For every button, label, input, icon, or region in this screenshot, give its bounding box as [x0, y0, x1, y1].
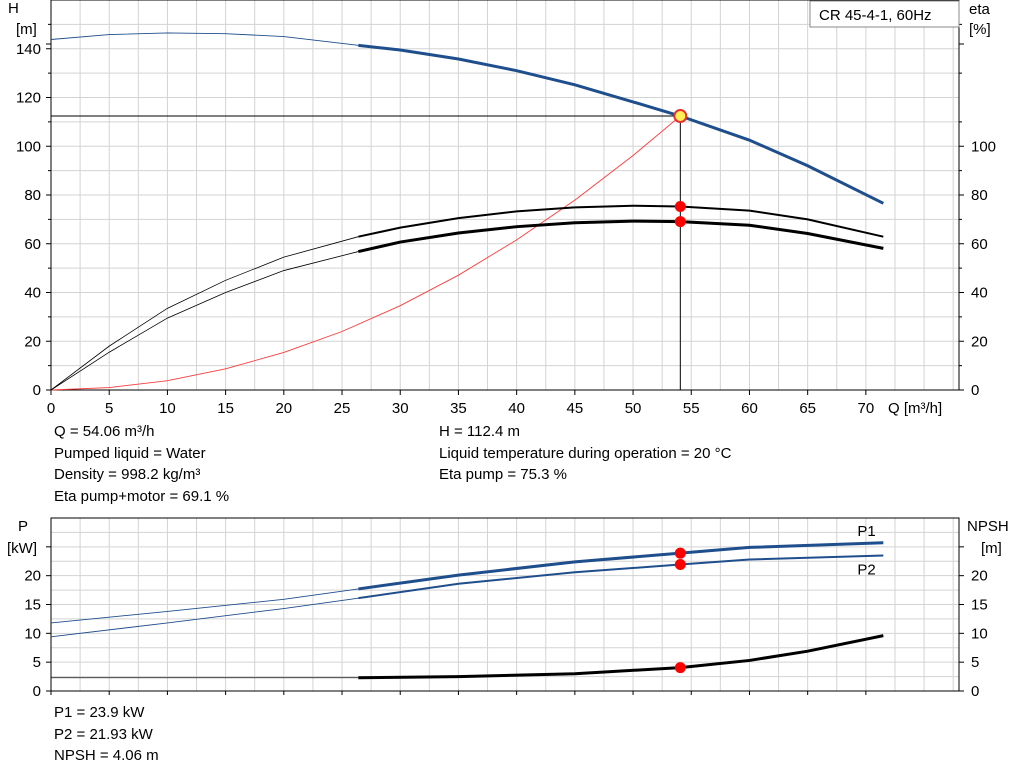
eta-pump-marker	[674, 200, 686, 212]
x-tick-label: 15	[217, 400, 234, 417]
y-tick-label-left: 20	[24, 568, 41, 585]
x-tick-label: 45	[567, 400, 584, 417]
y-tick-label-right: 60	[971, 236, 988, 253]
y-axis-label-right: eta	[969, 1, 991, 18]
y-tick-label-left: 140	[16, 41, 41, 58]
head-curve	[358, 43, 884, 205]
x-tick-label: 50	[625, 400, 642, 417]
y-axis-unit-left-bottom: [kW]	[7, 540, 37, 557]
system-curve	[50, 115, 681, 391]
info-density: Density = 998.2 kg/m³	[54, 466, 201, 483]
info-flow: Q = 54.06 m³/h	[54, 423, 155, 440]
p2-curve	[358, 554, 884, 600]
eta_pump-curve	[358, 204, 884, 238]
y-axis-label-left: H	[8, 0, 19, 17]
y-tick-label-right: 0	[971, 382, 979, 399]
info-p2: P2 = 21.93 kW	[54, 725, 153, 743]
series-label-p2: P2	[857, 561, 875, 578]
x-tick-label: 20	[275, 400, 292, 417]
y-axis-unit-left: [m]	[16, 21, 37, 38]
npsh-marker	[674, 662, 686, 674]
eta_total-curve	[357, 219, 884, 254]
p1-curve	[358, 541, 884, 591]
info-block-left: Q = 54.06 m³/h Pumped liquid = Water Den…	[54, 421, 229, 507]
info-eta-total: Eta pump+motor = 69.1 %	[54, 487, 230, 505]
y-tick-label-left: 40	[24, 285, 41, 302]
info-block-right: H = 112.4 m Liquid temperature during op…	[439, 421, 731, 486]
info-npsh: NPSH = 4.06 m	[54, 747, 159, 764]
x-tick-label: 5	[105, 400, 113, 417]
y-tick-label-right: 0	[971, 683, 979, 700]
y-tick-label-right: 80	[971, 187, 988, 204]
eta_total-curve-thin	[50, 251, 359, 391]
y-tick-label-right: 5	[971, 654, 979, 671]
info-pumped-liquid: Pumped liquid = Water	[54, 444, 206, 462]
x-tick-label: 60	[741, 400, 758, 417]
chart-title: CR 45-4-1, 60Hz	[819, 7, 932, 24]
info-p1: P1 = 23.9 kW	[54, 704, 145, 721]
y-tick-label-left: 120	[16, 90, 41, 107]
x-tick-label: 55	[683, 400, 700, 417]
x-tick-label: 10	[159, 400, 176, 417]
x-tick-label: 25	[334, 400, 351, 417]
p1-curve-thin	[50, 588, 359, 624]
y-tick-label-right: 40	[971, 285, 988, 302]
x-tick-label: 35	[450, 400, 467, 417]
y-tick-label-left: 15	[24, 597, 41, 614]
info-eta-pump: Eta pump = 75.3 %	[439, 466, 567, 483]
x-tick-label: 65	[799, 400, 816, 417]
info-block-bottom: P1 = 23.9 kW P2 = 21.93 kW NPSH = 4.06 m	[54, 702, 159, 767]
info-liquid-temperature: Liquid temperature during operation = 20…	[439, 444, 732, 462]
y-tick-label-left: 10	[24, 625, 41, 642]
y-tick-label-right: 15	[971, 597, 988, 614]
y-tick-label-left: 100	[16, 138, 41, 155]
info-head: H = 112.4 m	[439, 423, 521, 440]
y-tick-label-left: 0	[33, 382, 41, 399]
series-label-p1: P1	[857, 523, 875, 540]
y-tick-label-left: 80	[24, 187, 41, 204]
eta-total-marker	[674, 216, 686, 228]
head-curve-thin	[50, 32, 359, 46]
eta_pump-curve-thin	[50, 236, 359, 391]
x-tick-label: 40	[508, 400, 525, 417]
y-axis-label-left-bottom: P	[18, 518, 28, 535]
chart-title-box	[809, 0, 960, 28]
operating-point-marker	[673, 109, 688, 124]
p1-marker	[674, 547, 686, 559]
y-tick-label-right: 20	[971, 333, 988, 350]
y-axis-unit-right-bottom: [m]	[981, 540, 1002, 557]
y-tick-label-right: 100	[971, 138, 996, 155]
y-axis-label-right-bottom: NPSH	[967, 518, 1009, 535]
x-tick-label: 70	[858, 400, 875, 417]
x-tick-label: 0	[47, 400, 55, 417]
y-axis-unit-right: [%]	[969, 21, 991, 38]
p2-curve-thin	[50, 597, 359, 638]
y-tick-label-right: 10	[971, 625, 988, 642]
p2-marker	[674, 559, 686, 571]
npsh-curve	[358, 634, 884, 680]
y-tick-label-left: 60	[24, 236, 41, 253]
x-axis-label: Q [m³/h]	[888, 400, 942, 417]
y-tick-label-right: 20	[971, 568, 988, 585]
y-tick-label-left: 0	[33, 683, 41, 700]
x-tick-label: 30	[392, 400, 409, 417]
y-tick-label-left: 20	[24, 333, 41, 350]
y-tick-label-left: 5	[33, 654, 41, 671]
